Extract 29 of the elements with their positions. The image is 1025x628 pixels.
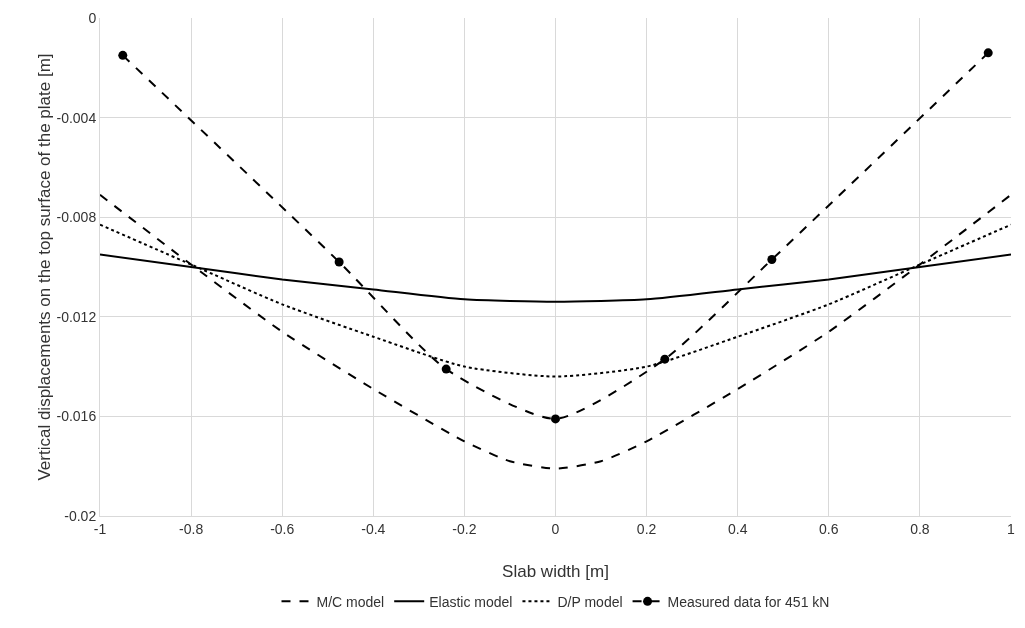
x-tick-label: 0.2 xyxy=(636,520,657,537)
x-tick-label: 0 xyxy=(551,520,560,537)
x-tick-label: 1 xyxy=(1007,520,1016,537)
x-tick-label: 0.4 xyxy=(727,520,748,537)
y-tick-label: -0.012 xyxy=(56,308,97,325)
point xyxy=(660,354,670,364)
point xyxy=(551,414,560,424)
y-tick-label: 0 xyxy=(88,9,97,26)
legend-label: Elastic model xyxy=(429,593,513,610)
y-tick-label: -0.008 xyxy=(56,209,97,226)
x-tick-label: -0.2 xyxy=(452,520,477,537)
line-series xyxy=(100,193,1011,470)
point xyxy=(441,364,451,374)
y-tick-label: -0.016 xyxy=(56,408,97,425)
x-tick-label: -0.6 xyxy=(270,520,295,537)
y-axis-title: Vertical displacements on the top surface of the plate [m] xyxy=(35,53,55,481)
point xyxy=(767,255,777,265)
legend-label: D/P model xyxy=(557,593,623,610)
y-tick-label: -0.004 xyxy=(56,109,97,126)
point xyxy=(983,48,993,58)
legend-label: Measured data for 451 kN xyxy=(667,593,830,610)
x-tick-label: 0.8 xyxy=(910,520,930,537)
point xyxy=(118,50,128,60)
point xyxy=(334,257,344,267)
x-axis-title: Slab width [m] xyxy=(502,562,609,581)
x-tick-label: -0.4 xyxy=(361,520,386,537)
x-tick-label: 0.6 xyxy=(819,520,839,537)
legend-label: M/C model xyxy=(316,593,385,610)
x-tick-label: -0.8 xyxy=(179,520,204,537)
